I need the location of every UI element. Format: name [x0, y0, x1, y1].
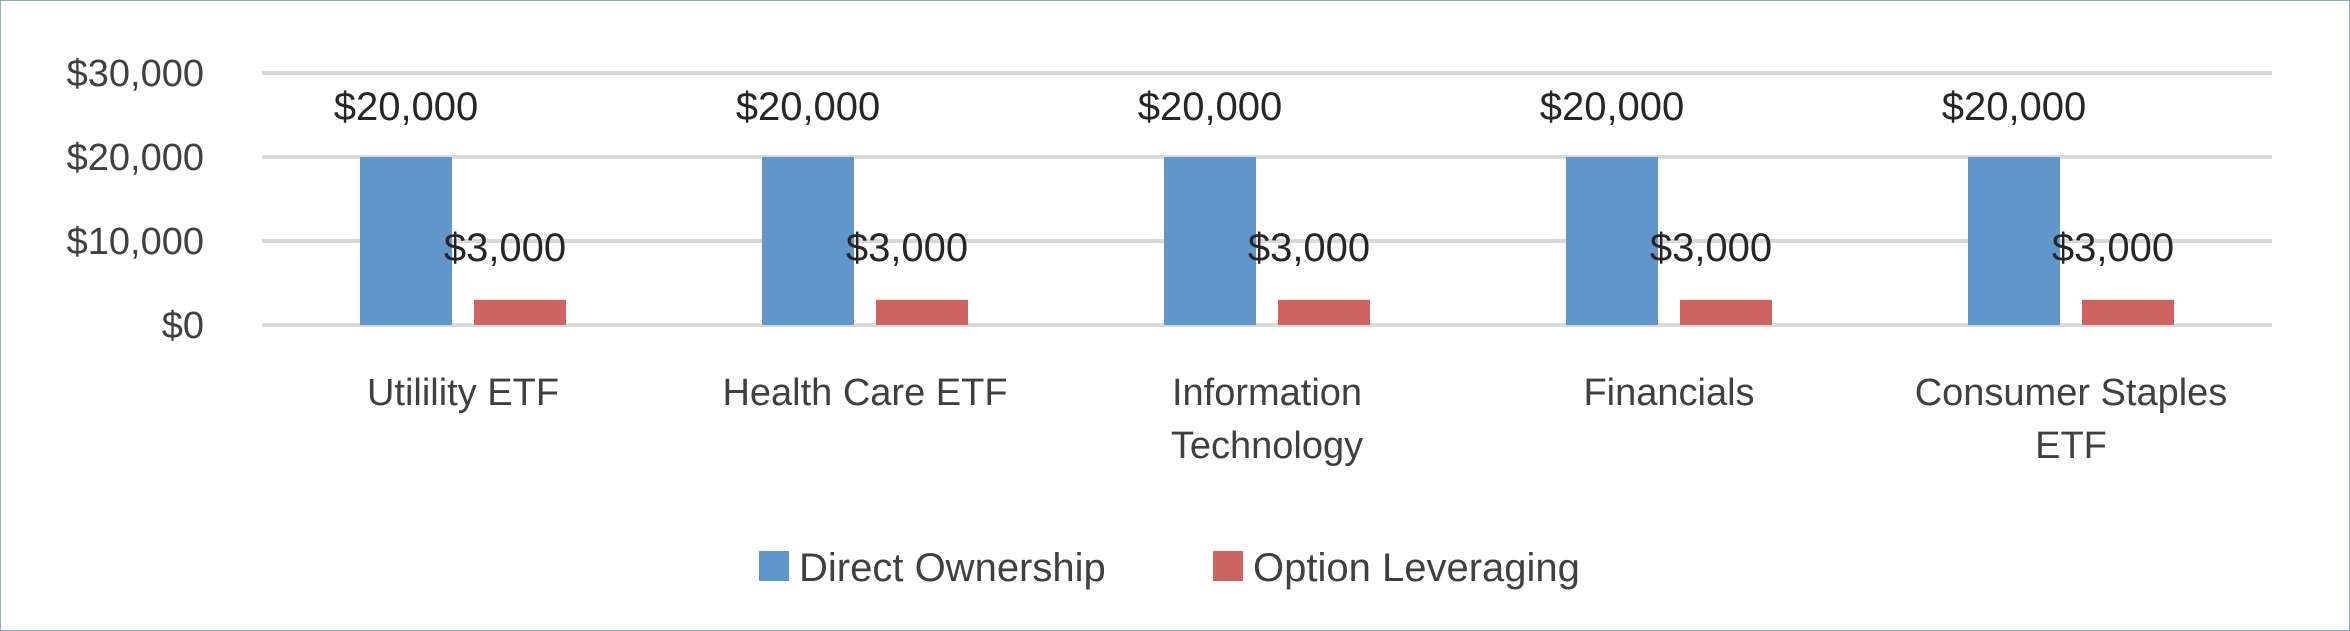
x-category-label-line: Technology — [1171, 425, 1363, 467]
data-label: $20,000 — [334, 85, 479, 129]
data-label: $3,000 — [2052, 226, 2174, 270]
y-axis-ticks: $0 $10,000 $20,000 $30,000 — [67, 53, 204, 347]
data-label: $3,000 — [1650, 226, 1772, 270]
data-label: $3,000 — [1248, 226, 1370, 270]
x-category-label-line: ETF — [2035, 425, 2107, 467]
y-tick-label: $0 — [162, 305, 204, 347]
x-category-label-line: Consumer Staples — [1915, 372, 2228, 414]
data-label: $20,000 — [1540, 85, 1685, 129]
y-tick-label: $20,000 — [67, 137, 204, 179]
legend-label: Option Leveraging — [1253, 546, 1580, 590]
data-label: $20,000 — [1138, 85, 1283, 129]
bar-option-leveraging — [1278, 299, 1370, 325]
data-labels: $20,000 $3,000 $20,000 $3,000 $20,000 $3,000 $… — [334, 85, 2174, 270]
x-category-label: Consumer Staples ETF — [1915, 372, 2228, 467]
x-axis-categories: Utilility ETF Health Care ETF Information T… — [367, 372, 2227, 467]
legend-swatch — [759, 551, 789, 581]
bar-direct-ownership — [360, 157, 452, 325]
bar-option-leveraging — [474, 299, 566, 325]
data-label: $3,000 — [846, 226, 968, 270]
bar-direct-ownership — [1566, 157, 1658, 325]
data-label: $3,000 — [444, 226, 566, 270]
x-category-label-line: Financials — [1583, 372, 1754, 414]
x-category-label: Financials — [1583, 372, 1754, 414]
legend-swatch — [1213, 551, 1243, 581]
x-category-label: Information Technology — [1171, 372, 1363, 467]
bar-direct-ownership — [1968, 157, 2060, 325]
bar-direct-ownership — [1164, 157, 1256, 325]
bar-direct-ownership — [762, 157, 854, 325]
data-label: $20,000 — [736, 85, 881, 129]
gridlines — [262, 71, 2272, 327]
legend-label: Direct Ownership — [799, 546, 1106, 590]
y-tick-label: $30,000 — [67, 53, 204, 95]
x-category-label-line: Health Care ETF — [722, 372, 1007, 414]
legend: Direct Ownership Option Leveraging — [759, 546, 1580, 590]
y-tick-label: $10,000 — [67, 221, 204, 263]
bar-option-leveraging — [1680, 299, 1772, 325]
bar-option-leveraging — [2082, 299, 2174, 325]
x-category-label-line: Utilility ETF — [367, 372, 559, 414]
bars — [360, 157, 2174, 325]
data-label: $20,000 — [1942, 85, 2087, 129]
x-category-label: Utilility ETF — [367, 372, 559, 414]
x-category-label-line: Information — [1172, 372, 1362, 414]
x-category-label: Health Care ETF — [722, 372, 1007, 414]
bar-option-leveraging — [876, 299, 968, 325]
